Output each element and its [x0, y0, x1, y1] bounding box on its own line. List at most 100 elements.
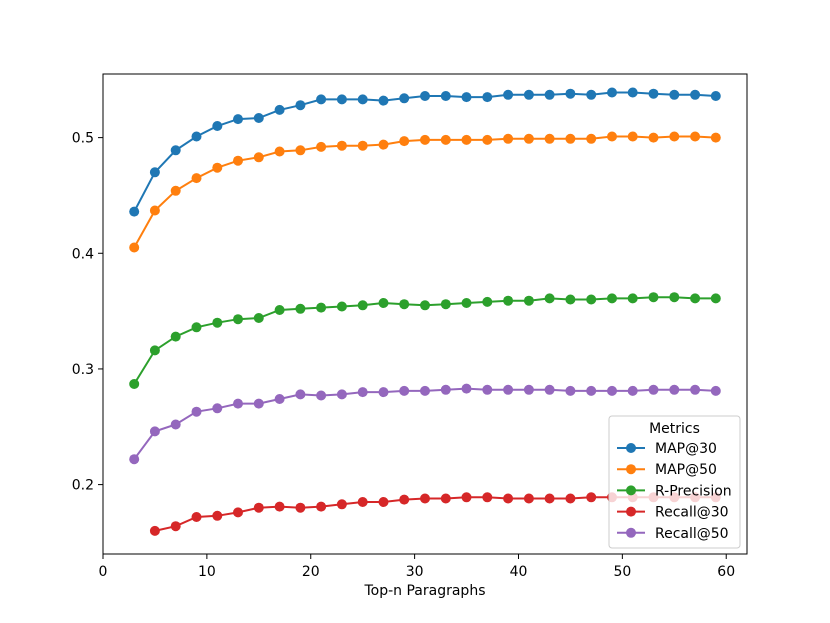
legend-marker [626, 506, 636, 517]
data-point [378, 298, 389, 308]
data-point [274, 146, 285, 157]
data-point [316, 94, 327, 105]
data-point [503, 384, 514, 395]
data-point [420, 385, 430, 396]
data-point [295, 145, 306, 156]
data-point [233, 155, 243, 166]
data-point [149, 426, 160, 437]
data-point [295, 389, 306, 400]
legend-entry-label: Recall@50 [655, 526, 729, 542]
data-point [607, 131, 617, 142]
data-point [316, 141, 327, 152]
data-point [503, 493, 514, 504]
data-point [648, 88, 659, 99]
data-point [420, 493, 430, 504]
series-map-30 [129, 87, 721, 217]
data-point [336, 94, 347, 105]
legend-entry-label: MAP@50 [655, 462, 717, 478]
data-point [627, 293, 638, 304]
series-r-precision [129, 292, 721, 389]
data-point [482, 92, 493, 103]
data-point [440, 134, 451, 145]
axes-frame [102, 73, 748, 555]
legend-entry-label: Recall@30 [655, 505, 729, 521]
data-point [253, 502, 264, 513]
data-point [690, 131, 701, 142]
data-point [523, 133, 534, 144]
data-point [170, 419, 181, 430]
data-point [191, 322, 202, 333]
x-tick-label: 30 [406, 564, 424, 580]
data-point [129, 242, 140, 253]
data-point [149, 205, 160, 216]
y-tick-label: 0.3 [72, 362, 94, 378]
data-point [669, 131, 680, 142]
data-point [586, 294, 597, 305]
data-point [440, 384, 451, 395]
data-point [565, 133, 576, 144]
y-tick-label: 0.4 [72, 246, 94, 262]
data-point [503, 133, 514, 144]
data-point [586, 89, 597, 100]
legend-marker [626, 485, 636, 496]
data-point [170, 521, 181, 532]
data-point [607, 87, 617, 98]
data-point [274, 104, 285, 115]
data-point [129, 454, 140, 465]
data-point [420, 134, 430, 145]
data-point [648, 292, 659, 303]
data-point [544, 293, 555, 304]
legend: Metrics MAP@30 MAP@50 R-Precision Recall@30 R… [608, 415, 741, 549]
data-point [336, 301, 347, 312]
data-point [440, 299, 451, 310]
data-point [253, 152, 264, 163]
data-point [378, 387, 389, 398]
data-point [440, 493, 451, 504]
data-point [461, 298, 472, 308]
data-point [420, 91, 430, 101]
data-point [586, 133, 597, 144]
data-point [378, 95, 389, 106]
x-tick-label: 50 [613, 564, 631, 580]
data-point [399, 299, 410, 310]
series-layer [129, 87, 721, 536]
data-point [336, 499, 347, 510]
data-point [627, 385, 638, 396]
data-point [149, 345, 160, 356]
data-point [191, 512, 202, 522]
data-point [690, 293, 701, 304]
data-point [316, 390, 327, 401]
data-point [233, 314, 243, 325]
legend-marker [626, 464, 636, 475]
data-point [482, 134, 493, 145]
data-point [690, 89, 701, 100]
data-point [253, 398, 264, 409]
data-point [461, 92, 472, 103]
data-point [523, 493, 534, 504]
x-tick-label: 20 [302, 564, 320, 580]
legend-entry-label: R-Precision [655, 483, 732, 499]
legend-marker [626, 443, 636, 453]
data-point [420, 300, 430, 311]
data-point [316, 302, 327, 313]
data-point [212, 510, 223, 521]
data-point [212, 403, 223, 414]
data-point [233, 398, 243, 409]
data-point [503, 89, 514, 100]
y-tick-label: 0.5 [72, 131, 94, 147]
data-point [669, 292, 680, 303]
data-point [482, 384, 493, 395]
data-point [191, 173, 202, 184]
data-point [523, 89, 534, 100]
data-point [378, 139, 389, 150]
data-point [149, 167, 160, 178]
x-tick-label: 60 [717, 564, 735, 580]
data-point [607, 385, 617, 396]
data-point [149, 525, 160, 536]
data-point [710, 132, 721, 143]
data-point [295, 303, 306, 314]
data-point [357, 94, 368, 105]
data-point [129, 379, 140, 389]
data-point [648, 384, 659, 395]
